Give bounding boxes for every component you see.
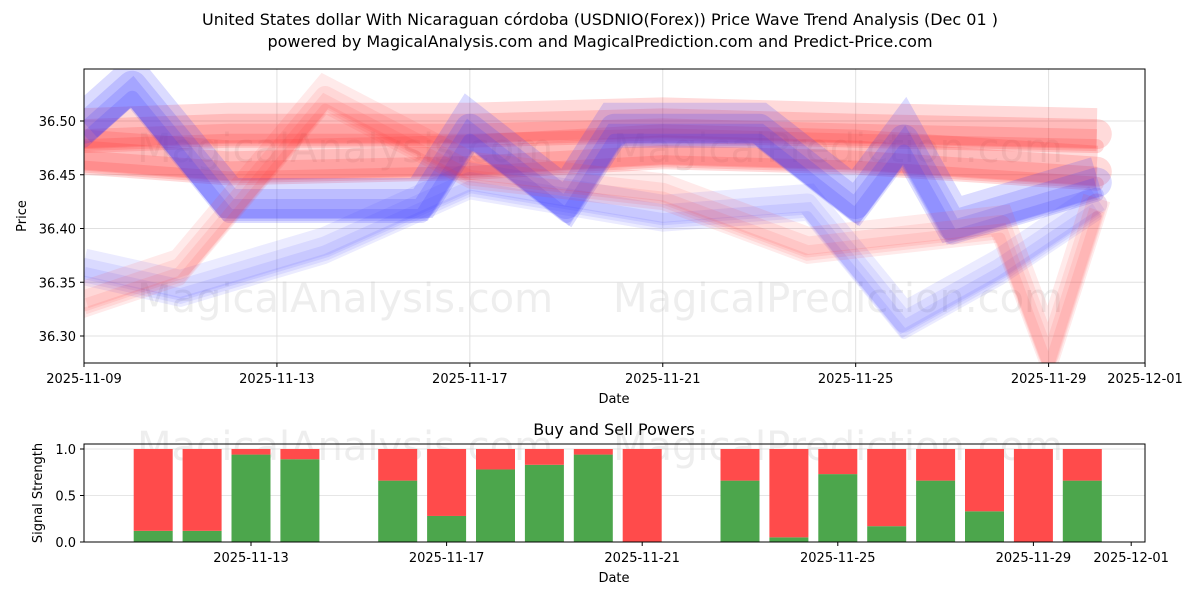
price-waves <box>84 69 1112 363</box>
buy-bar <box>965 511 1004 542</box>
wave-band <box>84 108 1112 150</box>
wave-band <box>84 97 1098 149</box>
sell-bar <box>720 449 760 481</box>
y-tick-label: 36.45 <box>39 169 76 184</box>
wave-band <box>84 155 1104 191</box>
y-tick-label: 36.30 <box>39 330 76 345</box>
price-x-axis-label: Date <box>598 392 629 407</box>
wave-band <box>84 69 1103 244</box>
sell-bar <box>965 449 1004 512</box>
sell-bar <box>769 449 809 538</box>
sell-bar <box>818 449 858 475</box>
sell-bar <box>476 449 515 470</box>
x-tick-label: 2025-11-13 <box>213 551 289 566</box>
wave-band <box>84 86 1108 363</box>
buy-sell-axes-frame <box>83 443 1146 543</box>
buy-sell-bars <box>133 449 1102 542</box>
price-axes-frame <box>83 68 1146 364</box>
buy-bar <box>1062 480 1102 542</box>
buy-bar <box>182 530 222 542</box>
sell-bar <box>427 449 467 516</box>
sell-bar <box>916 449 956 481</box>
sell-bar <box>1013 449 1053 542</box>
x-tick-label: 2025-12-01 <box>1093 551 1169 566</box>
wave-band <box>84 135 1112 187</box>
buy-sell-y-axis: 0.0 0.5 1.0 <box>55 443 84 551</box>
buy-sell-plot: Buy and Sell Powers MagicalAnalysis.com M… <box>31 420 1169 586</box>
wave-band <box>84 180 1102 339</box>
price-y-axis-label: Price <box>15 200 30 232</box>
wave-band <box>84 128 1104 154</box>
buy-bar <box>378 480 418 542</box>
x-tick-label: 2025-11-21 <box>604 551 680 566</box>
sell-bar <box>1062 449 1102 481</box>
x-tick-label: 2025-11-17 <box>432 372 508 387</box>
price-y-axis: 36.30 36.35 36.40 36.45 36.50 <box>39 115 84 345</box>
y-tick-label: 1.0 <box>55 443 76 458</box>
x-tick-label: 2025-11-29 <box>996 551 1072 566</box>
wave-band <box>84 145 1098 189</box>
wave-band <box>84 189 1102 340</box>
watermark: MagicalAnalysis.com <box>137 276 553 322</box>
sell-bar <box>182 449 222 531</box>
buy-bar <box>916 480 956 542</box>
buy-bar <box>769 537 809 542</box>
buy-bar <box>280 459 320 542</box>
wave-band <box>84 72 1111 363</box>
buy-bar <box>427 515 467 542</box>
price-wave-plot: MagicalAnalysis.com MagicalPrediction.com… <box>15 68 1183 407</box>
buy-bar <box>231 454 271 542</box>
chart-title: United States dollar With Nicaraguan cór… <box>202 10 998 29</box>
price-grid <box>83 69 1146 363</box>
x-tick-label: 2025-12-01 <box>1107 372 1183 387</box>
wave-band <box>84 103 1102 363</box>
x-tick-label: 2025-11-21 <box>625 372 701 387</box>
buy-sell-y-axis-label: Signal Strength <box>31 443 46 543</box>
sell-bar <box>133 449 173 531</box>
buy-bar <box>818 474 858 542</box>
chart-subtitle: powered by MagicalAnalysis.com and Magic… <box>267 32 933 51</box>
y-tick-label: 36.35 <box>39 276 76 291</box>
wave-band <box>84 75 1100 245</box>
sell-bar <box>280 449 320 460</box>
buy-bar <box>133 530 173 542</box>
x-tick-label: 2025-11-25 <box>818 372 894 387</box>
sell-bar <box>524 449 564 465</box>
sell-bar <box>867 449 907 527</box>
y-tick-label: 0.0 <box>55 536 76 551</box>
wave-band <box>84 118 1098 152</box>
x-tick-label: 2025-11-13 <box>239 372 315 387</box>
x-tick-label: 2025-11-17 <box>409 551 485 566</box>
wave-band <box>84 92 1105 363</box>
buy-bar <box>476 469 515 542</box>
sell-bar <box>573 449 613 455</box>
price-x-axis: 2025-11-09 2025-11-13 2025-11-17 2025-11-21… <box>46 363 1183 387</box>
watermark: MagicalPrediction.com <box>613 126 1063 172</box>
wave-band <box>84 90 1104 245</box>
y-tick-label: 36.50 <box>39 115 76 130</box>
buy-bar <box>867 526 907 542</box>
sell-bar <box>378 449 418 481</box>
watermark: MagicalPrediction.com <box>613 276 1063 322</box>
wave-band <box>84 124 1099 186</box>
buy-bar <box>573 454 613 542</box>
buy-sell-title: Buy and Sell Powers <box>533 420 695 439</box>
buy-sell-x-axis: 2025-11-13 2025-11-17 2025-11-21 2025-11-25… <box>213 542 1169 566</box>
sell-bar <box>622 449 662 542</box>
buy-bar <box>720 480 760 542</box>
watermark: MagicalAnalysis.com <box>137 126 553 172</box>
wave-band <box>84 161 1105 335</box>
x-tick-label: 2025-11-29 <box>1011 372 1087 387</box>
y-tick-label: 36.40 <box>39 223 76 238</box>
y-tick-label: 0.5 <box>55 490 76 505</box>
buy-bar <box>524 464 564 542</box>
wave-band <box>84 172 1108 333</box>
price-watermarks: MagicalAnalysis.com MagicalPrediction.com… <box>137 126 1063 322</box>
x-tick-label: 2025-11-25 <box>800 551 876 566</box>
wave-band <box>84 70 1112 241</box>
sell-bar <box>231 449 271 455</box>
x-tick-label: 2025-11-09 <box>46 372 122 387</box>
buy-sell-x-axis-label: Date <box>598 571 629 586</box>
